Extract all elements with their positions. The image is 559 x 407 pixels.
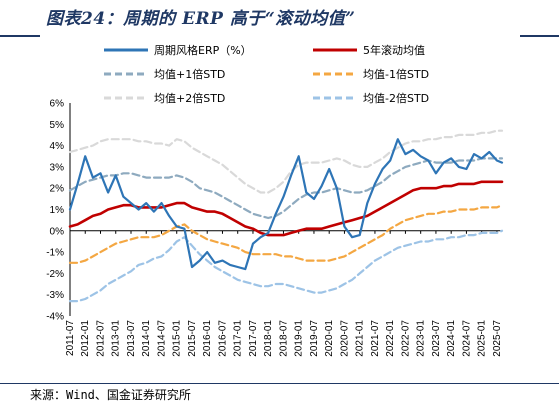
x-tick-label: 2013-07: [126, 320, 137, 357]
x-tick-label: 2024-07: [461, 320, 472, 357]
x-tick-label: 2025-07: [492, 320, 503, 357]
x-tick-label: 2017-07: [248, 320, 259, 357]
y-tick-label: 5%: [50, 120, 65, 131]
y-tick-label: -2%: [46, 269, 64, 280]
x-tick-label: 2014-07: [156, 320, 167, 357]
legend-label: 5年滚动均值: [363, 43, 425, 57]
figure-title: 图表24：周期的 ERP 高于“滚动均值”: [46, 9, 356, 29]
legend-label: 均值-1倍STD: [363, 67, 429, 81]
title-underline-right: [520, 35, 559, 37]
x-tick-label: 2017-01: [233, 320, 244, 357]
x-tick-label: 2011-07: [65, 320, 76, 356]
x-tick-label: 2012-07: [95, 320, 106, 357]
x-tick-label: 2023-07: [431, 320, 442, 357]
x-tick-label: 2015-01: [172, 320, 183, 357]
series-line-4: [68, 129, 504, 194]
y-tick-label: 3%: [50, 162, 65, 173]
x-tick-label: 2025-01: [477, 320, 488, 357]
y-tick-label: 4%: [50, 141, 65, 152]
x-tick-label: 2022-01: [385, 320, 396, 357]
erp-line-chart: 6% 5% 4% 3% 2% 1% 0% -1% -2% -3% -4%2011-07 2012-01…: [46, 43, 504, 357]
y-tick-label: -1%: [46, 248, 64, 259]
series-line-3: [68, 204, 504, 264]
x-tick-label: 2015-07: [187, 320, 198, 357]
source-note: 来源：Wind、国金证券研究所: [30, 388, 191, 402]
x-tick-label: 2016-07: [217, 320, 228, 357]
x-tick-label: 2018-07: [278, 320, 289, 357]
x-tick-label: 2020-01: [324, 320, 335, 357]
x-tick-label: 2024-01: [446, 320, 457, 357]
y-tick-label: 0%: [50, 226, 65, 237]
y-tick-label: 2%: [50, 184, 65, 195]
x-tick-label: 2014-01: [141, 320, 152, 357]
legend-label: 周期风格ERP（%）: [154, 43, 252, 57]
x-tick-label: 2022-07: [400, 320, 411, 357]
x-tick-label: 2021-01: [355, 320, 366, 357]
legend-label: 均值+2倍STD: [154, 91, 225, 105]
x-tick-label: 2023-01: [416, 320, 427, 357]
legend-label: 均值+1倍STD: [154, 67, 225, 81]
x-tick-label: 2016-01: [202, 320, 213, 357]
x-tick-label: 2012-01: [80, 320, 91, 357]
footer-divider: [0, 383, 559, 384]
series-line-2: [68, 157, 504, 220]
x-tick-label: 2019-01: [294, 320, 305, 357]
y-tick-label: -3%: [46, 290, 64, 301]
legend-label: 均值-2倍STD: [363, 91, 429, 105]
title-underline-left: [0, 35, 40, 37]
x-tick-label: 2013-01: [111, 320, 122, 357]
y-tick-label: -4%: [46, 312, 64, 323]
x-tick-label: 2021-07: [370, 320, 381, 357]
y-tick-label: 6%: [50, 99, 65, 110]
x-tick-label: 2020-07: [339, 320, 350, 357]
series-line-5: [68, 229, 504, 303]
x-tick-label: 2019-07: [309, 320, 320, 357]
y-tick-label: 1%: [50, 205, 65, 216]
series-line-0: [68, 138, 504, 271]
x-tick-label: 2018-01: [263, 320, 274, 357]
